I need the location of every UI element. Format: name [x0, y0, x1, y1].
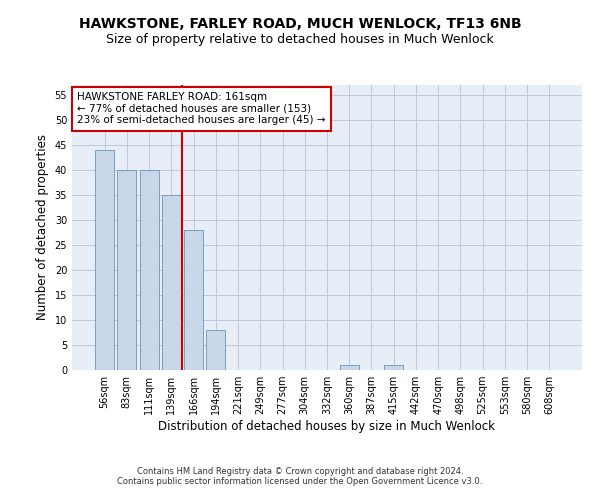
Text: Size of property relative to detached houses in Much Wenlock: Size of property relative to detached ho…: [106, 32, 494, 46]
Text: HAWKSTONE FARLEY ROAD: 161sqm
← 77% of detached houses are smaller (153)
23% of : HAWKSTONE FARLEY ROAD: 161sqm ← 77% of d…: [77, 92, 326, 126]
Bar: [206, 330, 225, 370]
Bar: [340, 365, 359, 370]
Bar: [140, 170, 158, 370]
X-axis label: Distribution of detached houses by size in Much Wenlock: Distribution of detached houses by size …: [158, 420, 496, 433]
Y-axis label: Number of detached properties: Number of detached properties: [36, 134, 49, 320]
Bar: [95, 150, 114, 370]
Bar: [384, 365, 403, 370]
Text: Contains public sector information licensed under the Open Government Licence v3: Contains public sector information licen…: [118, 477, 482, 486]
Text: HAWKSTONE, FARLEY ROAD, MUCH WENLOCK, TF13 6NB: HAWKSTONE, FARLEY ROAD, MUCH WENLOCK, TF…: [79, 18, 521, 32]
Bar: [118, 170, 136, 370]
Text: Contains HM Land Registry data © Crown copyright and database right 2024.: Contains HM Land Registry data © Crown c…: [137, 467, 463, 476]
Bar: [184, 230, 203, 370]
Bar: [162, 195, 181, 370]
